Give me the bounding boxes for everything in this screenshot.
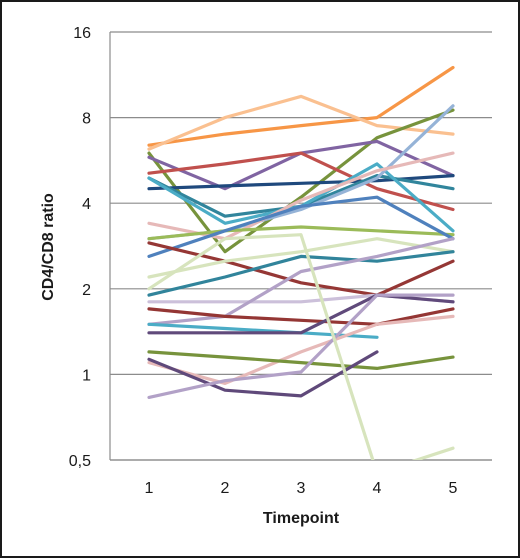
- x-tick-label: 4: [373, 480, 382, 497]
- series-lines: [147, 65, 455, 460]
- series-line-12: [147, 195, 455, 258]
- y-axis-title: CD4/CD8 ratio: [40, 193, 57, 301]
- series-line-1: [147, 65, 455, 147]
- y-tick-label: 2: [82, 282, 91, 299]
- series-line-24: [147, 293, 455, 399]
- y-tick-labels: 0,5 1 2 4 8 16: [69, 25, 91, 470]
- series-line-3: [147, 108, 455, 254]
- series-line-11: [147, 225, 455, 241]
- axes: [109, 32, 492, 461]
- series-line-17: [147, 237, 455, 326]
- series-line-14: [147, 237, 455, 279]
- series-line-2: [147, 94, 455, 151]
- y-tick-label: 0,5: [69, 453, 91, 470]
- x-tick-labels: 1 2 3 4 5: [145, 480, 458, 497]
- series-line-23: [147, 350, 379, 398]
- y-tick-label: 4: [82, 196, 91, 213]
- y-tick-label: 8: [82, 111, 91, 128]
- x-tick-label: 2: [221, 480, 230, 497]
- x-axis-title: Timepoint: [263, 510, 340, 527]
- x-tick-label: 1: [145, 480, 154, 497]
- x-tick-label: 3: [297, 480, 306, 497]
- series-line-15: [147, 250, 455, 297]
- series-line-20: [147, 293, 455, 335]
- series-line-22: [147, 350, 455, 370]
- x-tick-label: 5: [449, 480, 458, 497]
- series-line-5: [147, 151, 455, 212]
- series-line-18: [147, 307, 455, 326]
- y-tick-label: 16: [73, 25, 91, 42]
- series-line-25: [147, 233, 455, 460]
- y-tick-label: 1: [82, 367, 91, 384]
- series-line-21: [147, 314, 455, 385]
